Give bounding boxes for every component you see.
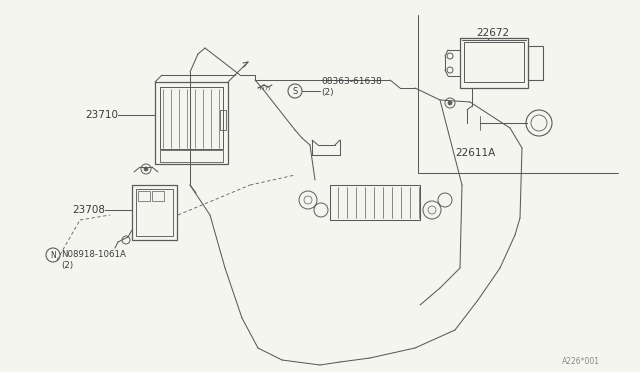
Bar <box>528 46 543 80</box>
Text: N08918-1061A
(2): N08918-1061A (2) <box>61 250 126 270</box>
Bar <box>152 191 164 201</box>
Text: S: S <box>292 87 298 96</box>
Bar <box>460 38 528 88</box>
Text: N: N <box>50 250 56 260</box>
Bar <box>160 150 223 162</box>
Text: A226*001: A226*001 <box>562 357 600 366</box>
Bar <box>155 82 228 164</box>
Circle shape <box>144 167 148 171</box>
Circle shape <box>448 101 452 105</box>
Text: 23708: 23708 <box>72 205 105 215</box>
Bar <box>136 189 173 236</box>
Bar <box>220 110 226 130</box>
Bar <box>160 87 223 149</box>
Text: 23710: 23710 <box>85 110 118 120</box>
Bar <box>132 185 177 240</box>
Text: 22672: 22672 <box>476 28 509 38</box>
Text: 08363-61638
(2): 08363-61638 (2) <box>321 77 381 97</box>
Bar <box>138 191 150 201</box>
Bar <box>464 42 524 82</box>
Text: 22611A: 22611A <box>455 148 495 158</box>
